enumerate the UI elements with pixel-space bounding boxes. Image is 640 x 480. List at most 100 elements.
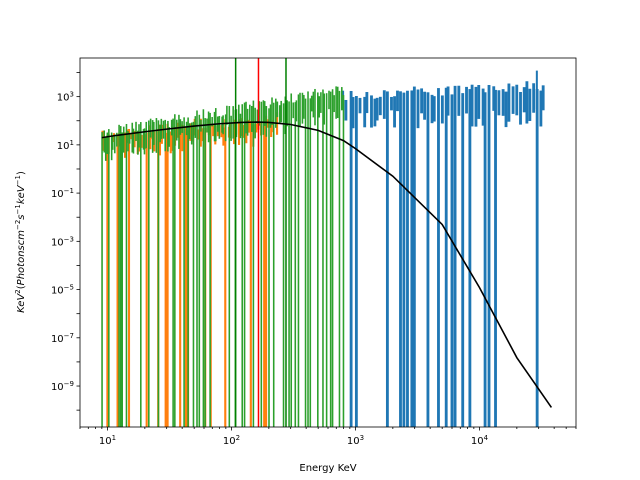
data-bar-series-3 bbox=[192, 121, 195, 427]
data-bar-series-3 bbox=[103, 130, 106, 153]
data-bar-series-3 bbox=[317, 92, 319, 427]
data-bar-series-1 bbox=[507, 83, 511, 122]
data-bar-series-3 bbox=[164, 119, 166, 152]
data-bar-series-3 bbox=[295, 100, 298, 122]
data-bar-series-1 bbox=[358, 97, 362, 114]
x-tick-label: 101 bbox=[99, 434, 116, 447]
data-bar-series-3 bbox=[155, 118, 158, 153]
data-bar-series-2 bbox=[249, 120, 252, 427]
data-bar-series-2 bbox=[116, 135, 119, 428]
data-bar-series-3 bbox=[204, 118, 206, 427]
data-bar-series-1 bbox=[541, 85, 545, 111]
data-bar-series-3 bbox=[132, 128, 135, 154]
data-bar-series-2 bbox=[197, 129, 200, 140]
data-bar-series-1 bbox=[497, 90, 501, 116]
data-bar-series-2 bbox=[263, 123, 266, 427]
data-bar-series-3 bbox=[275, 98, 277, 128]
data-bar-series-3 bbox=[269, 104, 272, 128]
x-tick-label: 103 bbox=[347, 434, 364, 447]
data-bar-series-3 bbox=[249, 104, 251, 121]
data-bar-series-3 bbox=[307, 91, 309, 428]
data-bar-series-1 bbox=[430, 94, 434, 124]
data-bar-series-3 bbox=[104, 136, 107, 161]
data-bar-series-2 bbox=[127, 128, 131, 428]
data-bar-series-3 bbox=[254, 107, 256, 139]
data-bar-series-1 bbox=[511, 86, 515, 114]
data-bar-series-3 bbox=[268, 108, 270, 427]
data-bar-series-1 bbox=[412, 86, 416, 427]
data-bar-series-2 bbox=[242, 124, 245, 138]
data-bar-series-3 bbox=[151, 120, 154, 153]
data-bar-series-1 bbox=[349, 90, 353, 427]
data-bar-series-3 bbox=[331, 89, 334, 427]
data-bar-series-1 bbox=[501, 89, 505, 116]
y-axis-ticks: 10−9 10−7 10−5 10−3 10−1 101 103 bbox=[51, 72, 80, 411]
data-bar-series-1 bbox=[477, 85, 481, 119]
data-bar-series-1 bbox=[494, 89, 497, 428]
data-bar-series-3 bbox=[190, 122, 193, 145]
data-bar-series-2 bbox=[140, 134, 143, 148]
data-bar-series-3 bbox=[159, 124, 161, 143]
data-bar-series-3 bbox=[110, 132, 113, 161]
y-axis-label: KeV2(Photonscm−2s−1keV−1) bbox=[14, 171, 27, 313]
data-bar-series-1 bbox=[522, 87, 526, 113]
data-bar-series-1 bbox=[450, 94, 454, 427]
x-axis-ticks: 101 102 103 104 bbox=[79, 427, 577, 447]
data-bar-series-3 bbox=[125, 123, 128, 427]
data-bar-series-2 bbox=[170, 128, 174, 151]
data-bar-series-1 bbox=[453, 85, 457, 427]
data-bar-series-3 bbox=[230, 115, 232, 141]
data-bar-series-3 bbox=[187, 117, 189, 427]
data-bar-series-3 bbox=[226, 105, 228, 125]
data-bar-series-3 bbox=[176, 119, 178, 141]
data-bar-series-3 bbox=[238, 104, 240, 123]
data-bar-series-3 bbox=[278, 105, 281, 123]
data-bar-series-3 bbox=[106, 132, 109, 155]
data-bar-series-2 bbox=[145, 132, 148, 427]
data-bar-series-3 bbox=[245, 101, 247, 134]
data-bar-series-3 bbox=[297, 94, 300, 428]
data-bar-series-1 bbox=[399, 91, 402, 427]
data-bar-series-3 bbox=[122, 126, 125, 153]
data-bar-series-1 bbox=[504, 91, 508, 128]
data-bar-series-3 bbox=[309, 98, 312, 427]
data-bar-series-3 bbox=[172, 118, 174, 427]
data-bar-series-1 bbox=[382, 90, 386, 119]
data-bar-series-3 bbox=[116, 132, 118, 147]
data-bar-series-3 bbox=[276, 101, 279, 118]
y-tick-label: 10−5 bbox=[51, 284, 74, 297]
data-bar-series-3 bbox=[243, 102, 246, 428]
data-bar-series-3 bbox=[262, 100, 265, 135]
data-bar-series-3 bbox=[188, 123, 191, 140]
y-tick-label: 103 bbox=[57, 91, 74, 104]
data-bar-series-1 bbox=[402, 92, 406, 428]
data-bar-series-3 bbox=[252, 100, 255, 427]
data-bar-series-2 bbox=[237, 119, 241, 145]
y-tick-label: 10−3 bbox=[51, 235, 74, 248]
data-bar-series-3 bbox=[333, 95, 335, 113]
data-bar-series-3 bbox=[142, 129, 145, 150]
data-bar-series-3 bbox=[209, 112, 211, 428]
data-bar-series-3 bbox=[221, 116, 223, 133]
data-bar-series-1 bbox=[487, 84, 491, 428]
data-bar-series-3 bbox=[314, 88, 316, 126]
data-bar-series-1 bbox=[483, 92, 487, 428]
data-bar-series-1 bbox=[396, 90, 399, 112]
data-bar-series-1 bbox=[444, 87, 448, 427]
data-bar-series-3 bbox=[256, 109, 259, 124]
y-tick-label: 10−9 bbox=[51, 380, 74, 393]
data-bar-series-1 bbox=[351, 97, 355, 129]
data-bar-series-3 bbox=[119, 126, 122, 427]
data-bar-series-3 bbox=[143, 128, 146, 155]
data-bar-series-3 bbox=[320, 92, 322, 113]
data-bar-series-3 bbox=[342, 95, 345, 428]
data-bar-series-1 bbox=[515, 84, 519, 116]
data-bar-series-1 bbox=[446, 86, 450, 116]
data-bar-series-2 bbox=[265, 115, 268, 427]
data-bar-series-3 bbox=[121, 132, 123, 428]
model-curve-group bbox=[101, 121, 553, 408]
data-bar-series-2 bbox=[169, 131, 172, 154]
data-bar-series-2 bbox=[164, 132, 167, 428]
data-bar-series-1-extreme bbox=[535, 70, 538, 110]
data-bar-series-1 bbox=[468, 89, 472, 427]
